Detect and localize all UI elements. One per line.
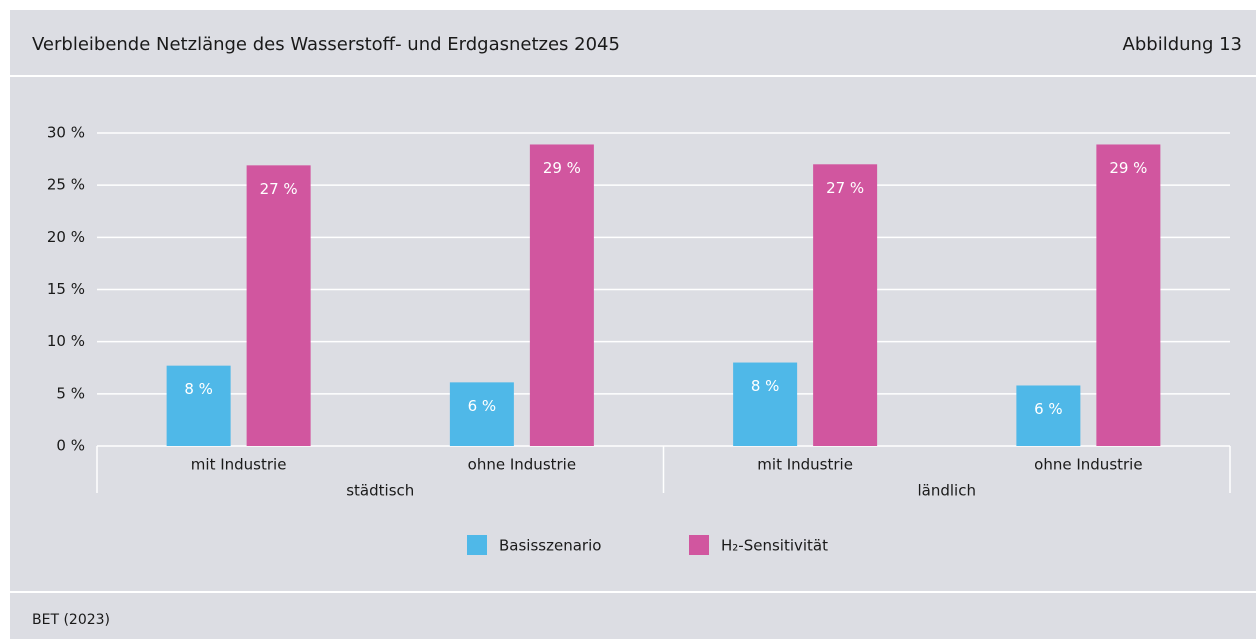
- data-label: 29 %: [543, 159, 581, 177]
- background: [10, 10, 1256, 639]
- data-label: 6 %: [468, 397, 497, 415]
- legend-label: H₂-Sensitivität: [721, 537, 828, 555]
- y-tick-label: 5 %: [56, 384, 85, 402]
- bar: [1016, 385, 1081, 446]
- x-tick-label: mit Industrie: [191, 456, 287, 474]
- y-tick-label: 0 %: [56, 437, 85, 455]
- data-label: 8 %: [751, 377, 780, 395]
- bar: [529, 144, 594, 446]
- bar: [813, 164, 878, 447]
- legend-swatch: [467, 535, 487, 555]
- y-tick-label: 25 %: [47, 176, 85, 194]
- group-label: ländlich: [918, 482, 976, 500]
- data-label: 8 %: [184, 380, 213, 398]
- legend-swatch: [689, 535, 709, 555]
- chart-title: Verbleibende Netzlänge des Wasserstoff- …: [32, 34, 620, 55]
- group-label: städtisch: [346, 482, 414, 500]
- data-label: 27 %: [260, 180, 298, 198]
- bar: [1096, 144, 1161, 446]
- legend-label: Basisszenario: [499, 537, 601, 555]
- bar: [246, 165, 311, 447]
- data-label: 27 %: [826, 179, 864, 197]
- data-label: 29 %: [1109, 159, 1147, 177]
- y-tick-label: 20 %: [47, 228, 85, 246]
- source: BET (2023): [32, 612, 110, 628]
- y-tick-label: 10 %: [47, 332, 85, 350]
- figure-label: Abbildung 13: [1123, 34, 1242, 55]
- x-tick-label: ohne Industrie: [468, 456, 576, 474]
- y-tick-label: 30 %: [47, 124, 85, 142]
- x-tick-label: ohne Industrie: [1034, 456, 1142, 474]
- data-label: 6 %: [1034, 400, 1063, 418]
- bar: [166, 365, 231, 446]
- y-tick-label: 15 %: [47, 280, 85, 298]
- bar: [733, 362, 798, 446]
- x-tick-label: mit Industrie: [757, 456, 853, 474]
- bar: [449, 382, 514, 446]
